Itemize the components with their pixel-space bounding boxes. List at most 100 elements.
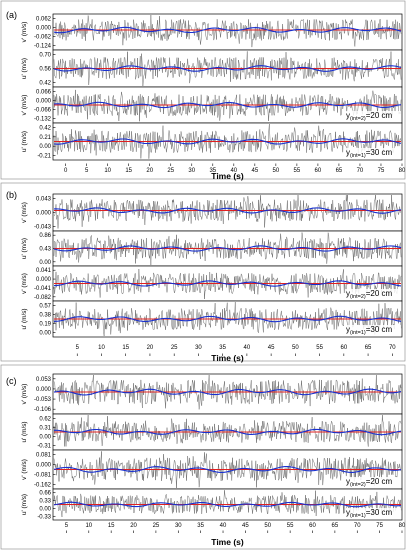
x-tick-label: 20 [147, 345, 154, 351]
subplot-4: 0.66 0.330.00 -0.33 u' (m/s) y(int=1)=30 cm [21, 488, 403, 521]
y-tick-label: 0.000 [36, 98, 52, 104]
subplot-4: 0.57 0.38 0.19 0.00 u' (m/s) y(int=1)=30 cm [21, 300, 403, 338]
x-tick-label: 80 [399, 523, 406, 529]
x-tick-label: 25 [167, 168, 174, 174]
y-axis-label: u' (m/s) [21, 58, 28, 79]
y-tick-label: 0.00 [39, 435, 51, 441]
y-tick-label: -0.041 [34, 286, 52, 292]
x-tick-label: 35 [209, 168, 216, 174]
x-tick-label: 55 [294, 168, 301, 174]
smoothed-line [53, 207, 402, 214]
y-tick-label: -0.162 [34, 482, 52, 488]
y-tick-label: 0.00 [39, 260, 51, 266]
y-tick-label: 0.42 [39, 81, 51, 87]
subplot-annotation: y(int=2)=20 cm [346, 289, 393, 300]
x-tick-label: 55 [287, 523, 294, 529]
smoothed-line [53, 101, 402, 109]
y-tick-label: 0.19 [39, 322, 51, 328]
raw-signal-line [53, 301, 402, 337]
y-tick-label: 0.33 [39, 499, 51, 505]
x-tick-label: 30 [175, 523, 182, 529]
y-tick-label: 0.053 [36, 377, 52, 383]
subplot-3: 0.041 0.000 -0.041 -0.082 v' (m/s) y(int=2)=2… [21, 265, 403, 302]
x-tick-label: 30 [195, 345, 202, 351]
y-tick-label: -0.082 [34, 295, 52, 301]
subplot-3: 0.066 0.000 -0.066 -0.132 v' (m/s) y(int=2)=2… [21, 86, 403, 124]
subplot-annotation: y(int=1)=30 cm [346, 325, 393, 336]
raw-signal-line [53, 14, 402, 48]
x-tick-label: 75 [378, 168, 385, 174]
x-tick-label: 80 [399, 168, 406, 174]
y-tick-label: 0.000 [36, 277, 52, 283]
y-tick-label: 0.43 [39, 247, 51, 253]
x-tick-label: 50 [292, 345, 299, 351]
panel-label: (b) [6, 190, 17, 200]
x-axis-label: Time (s) [211, 171, 244, 181]
x-tick-label: 50 [264, 523, 271, 529]
subplot-4: 0.42 0.21 0.00 -0.21 u' (m/s) y(int=1)=30 cm [21, 122, 403, 161]
subplot-2: 0.70 0.56 0.42 u' (m/s) [21, 49, 403, 88]
y-tick-label: 0.043 [36, 196, 52, 202]
x-tick-label: 20 [130, 523, 137, 529]
y-tick-label: -0.066 [34, 108, 52, 114]
x-tick-label: 10 [85, 523, 92, 529]
smoothed-line [54, 280, 402, 287]
y-axis-label: v' (m/s) [21, 273, 28, 294]
raw-signal-line [53, 268, 402, 300]
y-tick-label: 0.00 [39, 144, 51, 150]
y-tick-label: 0.62 [39, 416, 51, 422]
x-tick-label: 10 [104, 168, 111, 174]
y-axis-label: u' (m/s) [21, 308, 28, 329]
y-tick-label: -0.21 [37, 154, 51, 160]
x-tick-label: 65 [336, 168, 343, 174]
y-tick-label: -0.132 [34, 117, 52, 123]
x-tick-label: 40 [220, 523, 227, 529]
y-axis-label: v' (m/s) [21, 459, 28, 480]
x-tick-label: 0 [64, 168, 68, 174]
y-tick-label: 0.000 [36, 25, 52, 31]
y-tick-label: 0.062 [36, 16, 52, 22]
y-tick-label: -0.31 [37, 444, 51, 450]
x-tick-label: 15 [125, 168, 132, 174]
y-tick-label: 0.21 [39, 135, 51, 141]
panel-frame [0, 182, 406, 362]
y-axis-label: u' (m/s) [21, 421, 28, 442]
x-tick-label: 45 [242, 523, 249, 529]
subplot-frame [52, 193, 403, 232]
subplot-frame [52, 13, 403, 51]
y-tick-label: 0.000 [36, 463, 52, 469]
x-tick-label: 35 [219, 345, 226, 351]
x-tick-label: 55 [316, 345, 323, 351]
x-axis-label: Time (s) [211, 537, 244, 547]
y-tick-label: 0.57 [39, 303, 51, 309]
y-tick-label: 0.066 [36, 89, 52, 95]
y-axis-label: v' (m/s) [21, 95, 28, 116]
x-tick-label: 70 [389, 345, 396, 351]
y-axis-label: v' (m/s) [21, 22, 28, 43]
annotation-bg [345, 148, 401, 157]
smoothed-line [53, 465, 402, 473]
y-tick-label: 0.00 [39, 506, 51, 512]
y-tick-label: 0.38 [39, 312, 51, 318]
smoothed-line [53, 138, 402, 145]
y-tick-label: 0.86 [39, 233, 51, 239]
y-tick-label: 0.56 [39, 67, 51, 73]
annotation-bg [345, 111, 401, 120]
smoothed-line [53, 388, 402, 396]
y-tick-label: -0.043 [34, 225, 52, 231]
y-tick-label: 0.081 [36, 453, 52, 459]
panel-label: (a) [6, 10, 17, 20]
smoothed-line [53, 65, 402, 72]
x-tick-label: 40 [244, 345, 251, 351]
x-tick-label: 5 [76, 345, 80, 351]
y-axis-label: u' (m/s) [21, 494, 28, 515]
raw-signal-line [53, 51, 402, 87]
y-tick-label: 0.31 [39, 425, 51, 431]
subplot-1: 0.043 0.000 -0.043 v' (m/s) [21, 193, 403, 232]
x-axis-label: Time (s) [211, 353, 244, 363]
x-tick-label: 45 [268, 345, 275, 351]
x-tick-label: 65 [332, 523, 339, 529]
annotation-bg [345, 289, 401, 298]
